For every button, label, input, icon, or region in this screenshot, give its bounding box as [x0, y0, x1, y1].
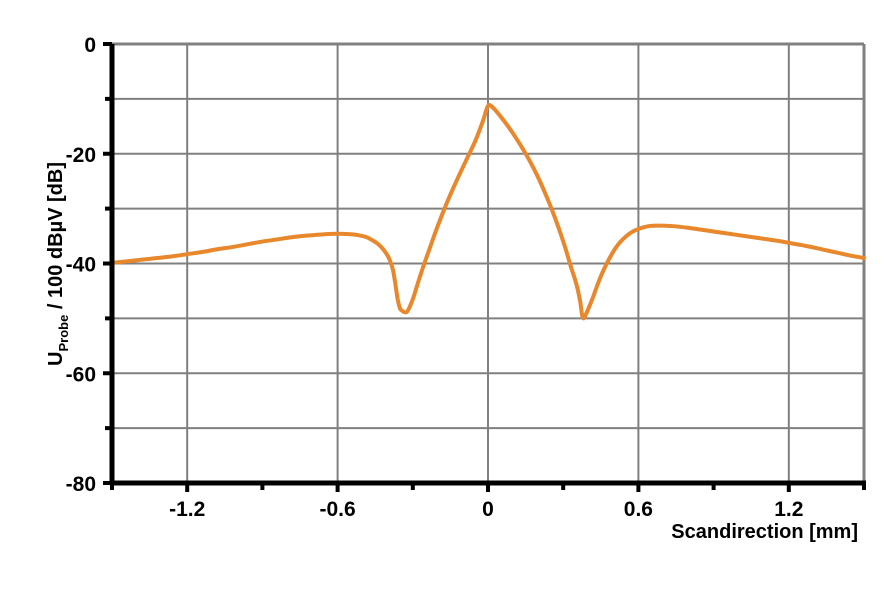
x-tick-label--1.2: -1.2: [169, 498, 205, 521]
grid-major-vertical: [112, 42, 866, 483]
y-axis-title-subscript: Probe: [56, 315, 71, 352]
data-series-layer: [110, 103, 866, 321]
y-tick-label--40: -40: [66, 254, 96, 277]
x-axis-ticks: [110, 483, 866, 492]
y-tick-label--20: -20: [66, 144, 96, 167]
svg-text:UProbe / 100 dBµV [dB]: UProbe / 100 dBµV [dB]: [45, 162, 71, 366]
x-tick-label-1.2: 1.2: [774, 498, 803, 521]
y-tick-label--60: -60: [66, 363, 96, 386]
x-tick-label--0.6: -0.6: [320, 498, 356, 521]
y-axis-tick-labels: 0 -20 -40 -60 -80: [66, 34, 96, 496]
x-axis-title: Scandirection [mm]: [671, 521, 858, 543]
x-axis-tick-labels: -1.2 -0.6 0 0.6 1.2: [169, 498, 803, 521]
y-axis-title-rest: / 100 dBµV [dB]: [45, 162, 67, 315]
y-tick-label--80: -80: [66, 473, 96, 496]
series-line-0: [110, 103, 866, 321]
y-axis-title-main: U: [45, 352, 67, 366]
y-axis-title: UProbe / 100 dBµV [dB]: [45, 162, 71, 366]
x-tick-label-0.6: 0.6: [624, 498, 653, 521]
x-tick-label-0: 0: [482, 498, 494, 521]
y-tick-label-0: 0: [84, 34, 96, 57]
